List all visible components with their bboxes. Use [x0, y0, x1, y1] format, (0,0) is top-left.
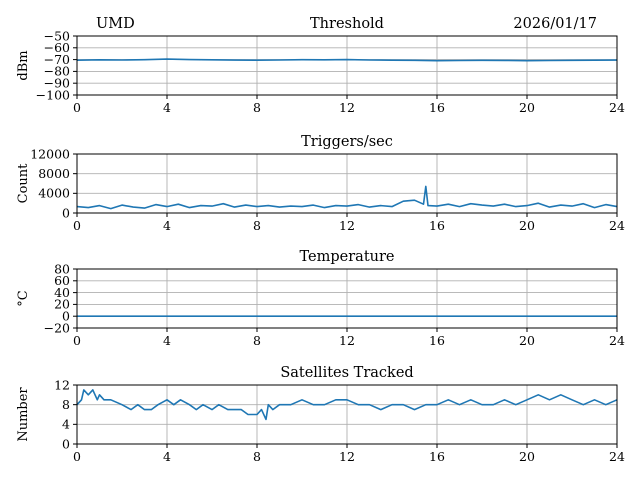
x-tick-label: 16 [429, 100, 445, 115]
y-axis-label: °C [16, 290, 31, 307]
chart-3: 0 4 8 12 16 20 24 0 4 8 12 Satellites Tracked Number [16, 365, 625, 464]
y-tick-label: 0 [62, 309, 70, 324]
x-tick-label: 0 [73, 449, 81, 464]
x-tick-label: 12 [339, 218, 355, 233]
x-tick-label: 4 [163, 449, 171, 464]
x-tick-label: 24 [609, 100, 625, 115]
y-tick-label: 12 [54, 377, 70, 392]
y-tick-label: 8 [62, 397, 70, 412]
y-tick-label: −90 [44, 76, 70, 91]
x-tick-label: 4 [163, 100, 171, 115]
y-tick-label: 20 [54, 297, 70, 312]
y-tick-label: −100 [36, 87, 70, 102]
x-tick-label: 8 [253, 449, 261, 464]
x-tick-label: 4 [163, 333, 171, 348]
y-tick-label: −50 [44, 28, 70, 43]
y-tick-label: −20 [44, 320, 70, 335]
series-line [76, 389, 618, 421]
y-axis-label: Number [16, 387, 31, 442]
y-tick-label: 12000 [30, 146, 70, 161]
x-tick-label: 12 [339, 100, 355, 115]
series-line [76, 185, 618, 210]
y-tick-label: 4000 [38, 186, 70, 201]
x-tick-label: 12 [339, 333, 355, 348]
y-axis-label: dBm [16, 50, 31, 80]
x-tick-label: 24 [609, 333, 625, 348]
chart-title: Triggers/sec [301, 134, 393, 150]
chart-title: Threshold [310, 16, 384, 32]
series-line [76, 58, 618, 62]
x-tick-label: 20 [519, 449, 535, 464]
y-tick-label: 0 [62, 436, 70, 451]
y-axis-label: Count [16, 163, 31, 204]
x-tick-label: 0 [73, 100, 81, 115]
x-tick-label: 4 [163, 218, 171, 233]
chart-1: 0 4 8 12 16 20 24 0 4000 8000 12000 Triggers/sec Cou… [16, 134, 625, 233]
x-tick-label: 16 [429, 333, 445, 348]
y-tick-label: 8000 [38, 166, 70, 181]
x-tick-label: 24 [609, 449, 625, 464]
x-tick-label: 8 [253, 333, 261, 348]
chart-panels: 0 4 8 12 16 20 24 −100−90−80−70−60−50 Threshold d… [16, 16, 625, 464]
x-tick-label: 16 [429, 218, 445, 233]
date-label: 2026/01/17 [513, 16, 597, 32]
y-tick-label: 60 [54, 273, 70, 288]
x-tick-label: 20 [519, 100, 535, 115]
y-tick-label: 0 [62, 205, 70, 220]
y-tick-label: −60 [44, 40, 70, 55]
x-tick-label: 24 [609, 218, 625, 233]
x-tick-label: 12 [339, 449, 355, 464]
y-tick-label: −80 [44, 64, 70, 79]
y-tick-label: 80 [54, 261, 70, 276]
x-tick-label: 20 [519, 333, 535, 348]
chart-0: 0 4 8 12 16 20 24 −100−90−80−70−60−50 Threshold d… [16, 16, 625, 115]
station-label: UMD [96, 16, 135, 32]
x-tick-label: 0 [73, 333, 81, 348]
y-tick-label: 4 [62, 417, 70, 432]
y-tick-label: 40 [54, 285, 70, 300]
y-tick-label: −70 [44, 52, 70, 67]
x-tick-label: 0 [73, 218, 81, 233]
chart-title: Temperature [300, 249, 395, 265]
x-tick-label: 16 [429, 449, 445, 464]
chart-title: Satellites Tracked [280, 365, 413, 381]
x-tick-label: 20 [519, 218, 535, 233]
x-tick-label: 8 [253, 218, 261, 233]
x-tick-label: 8 [253, 100, 261, 115]
